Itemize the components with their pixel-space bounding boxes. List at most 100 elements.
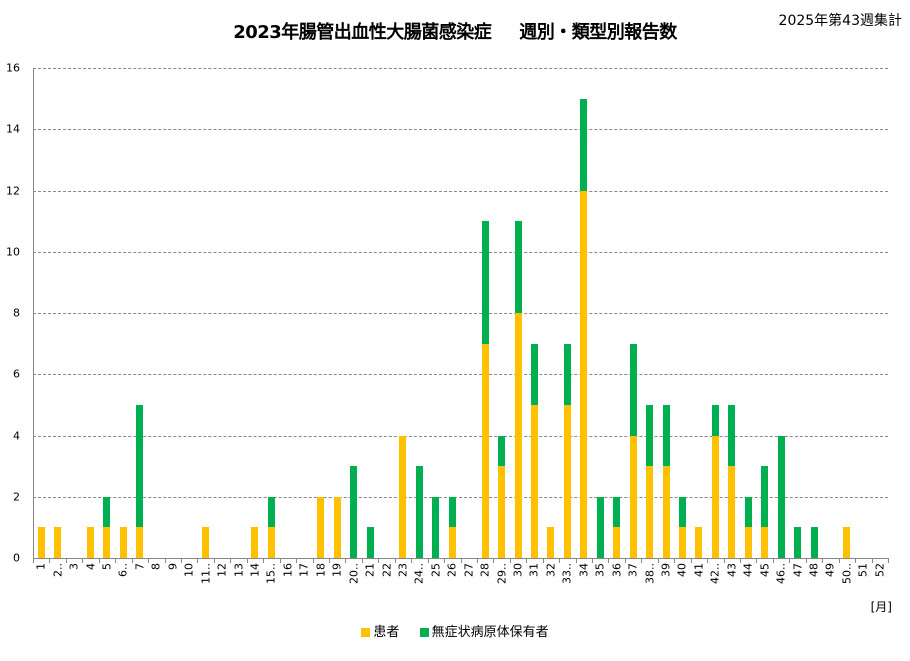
- bar-asymptomatic: [103, 496, 111, 528]
- bar-asymptomatic: [514, 221, 522, 313]
- x-tick-label: 40: [675, 563, 689, 577]
- chart-title: 2023年腸管出血性大腸菌感染症 週別・類型別報告数: [0, 18, 910, 44]
- bar-asymptomatic: [267, 496, 275, 528]
- x-tick: [592, 558, 594, 563]
- x-tick: [49, 558, 51, 563]
- bar-asymptomatic: [580, 98, 588, 191]
- bar-patient: [103, 527, 111, 558]
- x-tick: [772, 558, 774, 563]
- x-tick-label: 11..: [199, 563, 213, 584]
- x-tick-label: 26: [445, 563, 459, 577]
- x-tick-label: 24..: [412, 563, 426, 584]
- x-tick: [131, 558, 133, 563]
- x-tick-label: 35: [593, 563, 607, 577]
- x-tick-label: 2..: [51, 563, 65, 577]
- x-tick-label: 15..: [264, 563, 278, 584]
- y-axis: [33, 68, 34, 558]
- bar-patient: [37, 527, 45, 558]
- bar-asymptomatic: [498, 435, 506, 467]
- bar-patient: [613, 527, 621, 558]
- x-tick: [707, 558, 709, 563]
- bar-patient: [728, 466, 736, 558]
- x-tick-label: 37: [626, 563, 640, 577]
- bar-patient: [251, 527, 259, 558]
- x-tick-label: 31: [527, 563, 541, 577]
- x-tick-label: 23: [396, 563, 410, 577]
- bar-asymptomatic: [728, 404, 736, 467]
- x-tick: [509, 558, 511, 563]
- x-tick-label: 28: [478, 563, 492, 577]
- bar-patient: [119, 527, 127, 558]
- x-tick-label: 38..: [643, 563, 657, 584]
- x-tick: [312, 558, 314, 563]
- bar-asymptomatic: [646, 404, 654, 467]
- x-tick: [756, 558, 758, 563]
- bar-asymptomatic: [481, 221, 489, 344]
- x-tick: [690, 558, 692, 563]
- x-tick: [608, 558, 610, 563]
- y-tick-label: 14: [6, 122, 20, 136]
- x-tick: [148, 558, 150, 563]
- y-tick-label: 16: [6, 61, 20, 75]
- gridline: [33, 313, 888, 314]
- x-tick-label: 30: [511, 563, 525, 577]
- y-tick-label: 12: [6, 184, 20, 197]
- y-tick-label: 10: [6, 245, 20, 259]
- x-tick: [740, 558, 742, 563]
- x-tick-label: 21: [363, 563, 377, 577]
- x-tick-label: 39: [659, 563, 673, 577]
- bar-patient: [678, 527, 686, 558]
- x-tick-label: 13: [232, 563, 246, 577]
- x-tick-label: 17: [297, 563, 311, 577]
- bar-patient: [563, 404, 571, 558]
- x-axis-unit: [月]: [870, 600, 892, 614]
- x-tick: [575, 558, 577, 563]
- x-tick-label: 46..: [774, 563, 788, 584]
- x-tick-label: 52: [873, 563, 887, 577]
- bar-patient: [317, 496, 325, 558]
- gridline: [33, 374, 888, 376]
- x-tick-label: 50..: [840, 563, 854, 584]
- bar-patient: [54, 527, 62, 558]
- bar-patient: [744, 527, 752, 558]
- x-tick: [822, 558, 824, 563]
- x-tick: [361, 558, 363, 563]
- bar-asymptomatic: [596, 496, 604, 558]
- chart-subtitle: 2025年第43週集計: [778, 13, 902, 29]
- x-tick-label: 44: [741, 563, 755, 577]
- x-tick-label: 34: [577, 563, 591, 577]
- x-tick: [444, 558, 446, 563]
- bar-asymptomatic: [794, 527, 802, 558]
- x-tick: [657, 558, 659, 563]
- x-tick: [493, 558, 495, 563]
- legend-label-patient: 患者: [373, 625, 400, 640]
- bar-patient: [399, 435, 407, 558]
- x-tick-label: 45: [758, 563, 772, 577]
- bar-patient: [547, 527, 555, 558]
- y-tick-label: 2: [13, 490, 20, 504]
- bar-asymptomatic: [678, 496, 686, 528]
- x-tick: [279, 558, 281, 563]
- x-tick: [213, 558, 215, 563]
- y-tick-label: 0: [13, 551, 20, 565]
- gridline: [33, 496, 888, 498]
- gridline: [33, 251, 888, 253]
- bar-asymptomatic: [136, 404, 144, 528]
- x-tick-label: 51: [856, 563, 870, 577]
- x-tick-label: 7: [133, 563, 147, 570]
- bar-asymptomatic: [761, 466, 769, 528]
- x-tick: [82, 558, 84, 563]
- x-tick: [65, 558, 67, 563]
- x-tick: [98, 558, 100, 563]
- bar-patient: [202, 527, 210, 558]
- bar-patient: [662, 466, 670, 558]
- x-tick: [33, 558, 34, 563]
- legend: 患者 無症状病原体保有者: [0, 621, 910, 640]
- bar-asymptomatic: [810, 527, 818, 558]
- bar-asymptomatic: [415, 466, 423, 558]
- bar-patient: [530, 404, 538, 558]
- bar-patient: [136, 527, 144, 558]
- x-tick-label: 41: [692, 563, 706, 577]
- bar-patient: [711, 435, 719, 558]
- x-tick-label: 1: [34, 563, 48, 570]
